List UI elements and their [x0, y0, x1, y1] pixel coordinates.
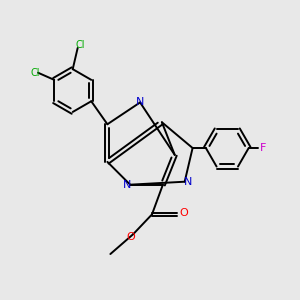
- Text: Cl: Cl: [76, 40, 86, 50]
- Text: O: O: [126, 232, 135, 242]
- Text: O: O: [179, 208, 188, 218]
- Text: F: F: [260, 143, 267, 153]
- Text: N: N: [122, 180, 131, 190]
- Text: N: N: [136, 98, 144, 107]
- Text: N: N: [184, 177, 192, 187]
- Text: Cl: Cl: [30, 68, 40, 78]
